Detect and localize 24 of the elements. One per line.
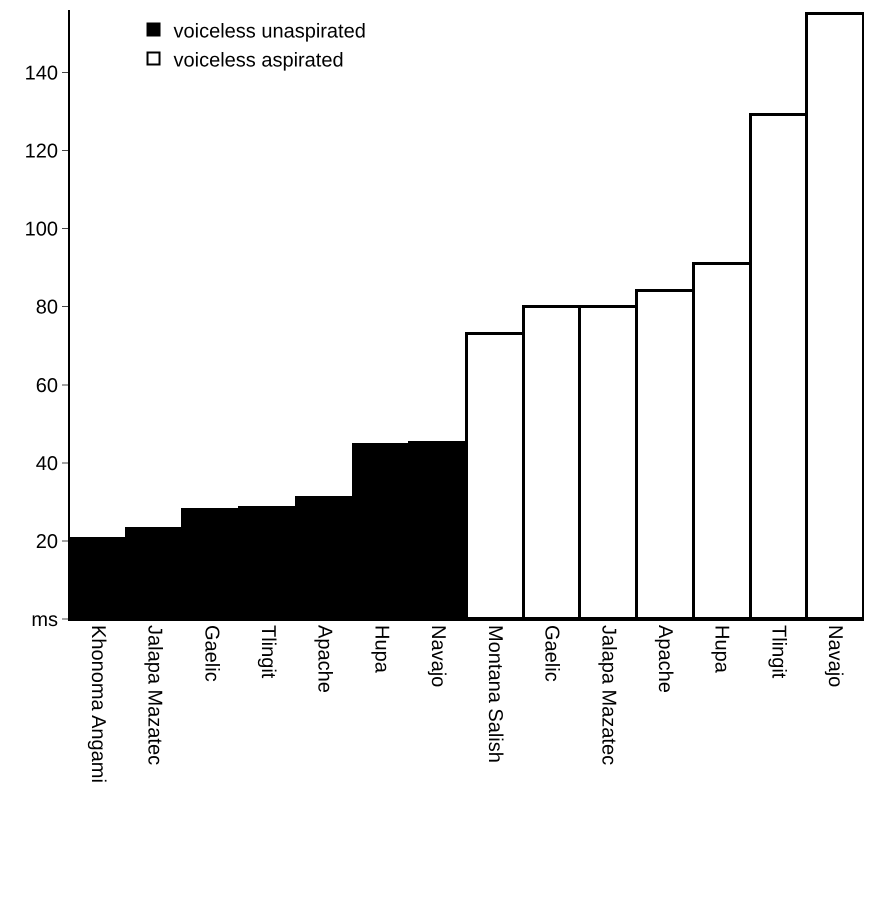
y-tick-label: 40 (36, 452, 58, 475)
x-tick-label: Tlingit (767, 625, 790, 679)
y-tick-label: 20 (36, 530, 58, 553)
x-tick-label: Gaelic (200, 625, 222, 682)
y-tick-label: 60 (36, 374, 58, 397)
x-tick-label: Montana Salish (484, 625, 506, 763)
x-tick-label: Khonoma Angami (86, 625, 109, 783)
x-tick-label: Hupa (710, 625, 733, 674)
x-tick-label: Apache (314, 625, 336, 693)
y-tick-label: ms (31, 609, 58, 631)
x-tick-label: Hupa (370, 625, 392, 674)
x-tick-label: Navajo (427, 625, 450, 688)
x-tick-label: Navajo (824, 625, 846, 688)
legend-label: voiceless aspirated (174, 49, 344, 72)
x-tick-label: Jalapa Mazatec (597, 625, 620, 766)
y-tick-label: 100 (24, 218, 58, 241)
x-tick-label: Gaelic (540, 625, 563, 682)
y-tick-label: 80 (36, 296, 58, 319)
legend-label: voiceless unaspirated (174, 20, 366, 42)
x-tick-label: Tlingit (257, 625, 279, 679)
x-tick-label: Jalapa Mazatec (144, 625, 166, 766)
y-tick-label: 140 (24, 62, 58, 84)
y-tick-label: 120 (24, 140, 58, 163)
x-tick-label: Apache (654, 625, 676, 693)
